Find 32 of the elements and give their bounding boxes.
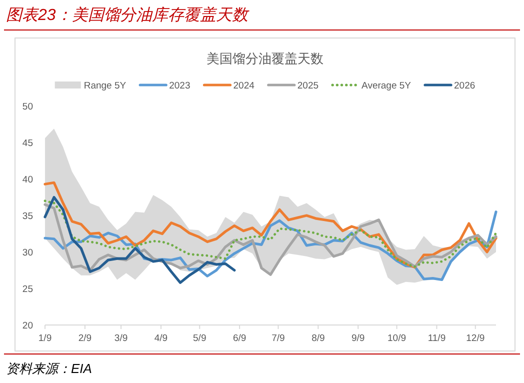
legend-label: Average 5Y [362,80,412,92]
line-series [44,200,498,268]
x-tick-label: 6/9 [232,333,246,344]
x-tick-label: 2/9 [78,333,92,344]
legend-label: 2026 [454,80,476,92]
x-tick-label: 9/9 [352,333,365,344]
legend-label: 2023 [169,80,190,92]
chart-title: 图表23：美国馏分油库存覆盖天数 [6,6,250,24]
x-tick-label: 3/9 [114,333,128,344]
y-tick-label: 50 [22,102,33,112]
y-tick-label: 40 [22,174,33,186]
x-tick-label: 5/9 [193,333,206,344]
x-tick-label: 12/9 [466,333,485,344]
legend-label: Range 5Y [84,80,127,92]
legend-label: 2025 [297,80,319,92]
x-tick-label: 7/9 [272,333,285,344]
y-tick-label: 35 [22,211,33,222]
line-series [44,203,498,276]
line-series [44,181,498,269]
text: 资料来源：EIA [6,361,92,376]
x-tick-label: 1/9 [38,333,52,344]
legend-label: 2024 [233,80,254,92]
x-tick-label: 8/9 [312,333,325,344]
chart-subtitle: 美国馏分油覆盖天数 [206,51,324,66]
x-tick-label: 11/9 [428,333,446,344]
y-tick-label: 25 [22,284,33,295]
y-tick-label: 45 [22,138,33,149]
y-tick-label: 20 [22,320,33,332]
line-series [44,196,236,284]
x-tick-label: 10/9 [388,333,406,344]
y-tick-label: 30 [22,248,33,258]
x-tick-label: 4/9 [154,333,168,344]
